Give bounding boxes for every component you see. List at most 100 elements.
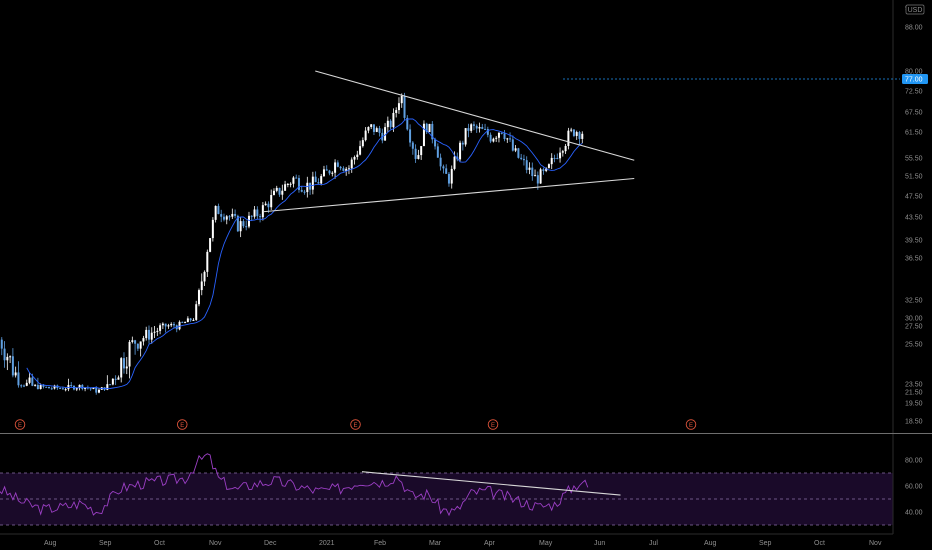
candle-body bbox=[9, 356, 12, 358]
price-tick-label: 47.50 bbox=[905, 194, 923, 201]
candle-body bbox=[31, 377, 34, 386]
currency-label[interactable]: USD bbox=[905, 4, 925, 15]
candle-body bbox=[486, 128, 489, 135]
candle-body bbox=[564, 145, 567, 152]
candle-body bbox=[556, 157, 559, 159]
candle-body bbox=[409, 129, 412, 143]
rsi-line bbox=[0, 453, 589, 517]
candle-body bbox=[531, 167, 534, 177]
candle-body bbox=[284, 184, 287, 191]
price-tick-label: 21.50 bbox=[905, 390, 923, 397]
candle-body bbox=[378, 128, 381, 133]
price-tick-label: 25.50 bbox=[905, 342, 923, 349]
candle-body bbox=[395, 110, 398, 113]
candle-body bbox=[403, 96, 406, 118]
candle-body bbox=[47, 386, 50, 389]
candle-body bbox=[36, 384, 39, 390]
candle-body bbox=[350, 159, 353, 169]
candle-body bbox=[11, 356, 14, 376]
candle-body bbox=[331, 172, 334, 174]
trendline bbox=[262, 177, 635, 213]
candle-body bbox=[225, 216, 228, 220]
candle-body bbox=[386, 120, 389, 128]
candle-body bbox=[517, 148, 520, 158]
candle-body bbox=[492, 138, 495, 142]
time-tick-label: Aug bbox=[704, 540, 717, 547]
candle-body bbox=[520, 157, 523, 159]
last-price-badge bbox=[902, 74, 928, 84]
candle-body bbox=[417, 155, 420, 159]
price-tick-label: 23.50 bbox=[905, 382, 923, 389]
candle-body bbox=[186, 318, 189, 323]
price-axis[interactable]: 96.0088.0080.0072.5067.5061.5055.5051.50… bbox=[905, 6, 923, 426]
candle-body bbox=[61, 388, 64, 390]
candle-body bbox=[561, 151, 564, 153]
time-tick-label: Mar bbox=[429, 540, 442, 547]
candle-body bbox=[328, 170, 331, 174]
candle-body bbox=[314, 176, 317, 183]
candle-body bbox=[253, 209, 256, 217]
candle-body bbox=[392, 112, 395, 128]
candle-body bbox=[322, 169, 325, 177]
candle-body bbox=[500, 132, 503, 134]
trendline bbox=[315, 70, 635, 161]
candle-body bbox=[447, 173, 450, 184]
candle-body bbox=[320, 176, 323, 184]
candle-body bbox=[56, 385, 59, 389]
price-tick-label: 27.50 bbox=[905, 324, 923, 331]
candle-body bbox=[231, 213, 234, 217]
time-tick-label: Nov bbox=[869, 540, 882, 547]
candle-body bbox=[203, 271, 206, 282]
time-tick-label: Apr bbox=[484, 540, 496, 547]
candle-body bbox=[384, 127, 387, 141]
earnings-badge bbox=[176, 419, 188, 430]
candle-body bbox=[270, 194, 273, 208]
candle-body bbox=[550, 157, 553, 165]
candle-body bbox=[303, 191, 306, 193]
price-tick-label: 19.50 bbox=[905, 401, 923, 408]
candle-body bbox=[400, 96, 403, 104]
candle-body bbox=[84, 387, 87, 389]
candle-body bbox=[111, 378, 114, 385]
candle-body bbox=[92, 387, 95, 390]
candle-body bbox=[567, 130, 570, 146]
candle-body bbox=[197, 290, 200, 305]
price-tick-label: 36.50 bbox=[905, 256, 923, 263]
price-tick-label: 80.00 bbox=[905, 69, 923, 76]
earnings-label: E bbox=[689, 423, 693, 429]
candle-body bbox=[281, 190, 284, 195]
candle-body bbox=[339, 166, 342, 169]
candle-body bbox=[267, 203, 270, 208]
candle-body bbox=[125, 366, 128, 369]
price-tick-label: 18.50 bbox=[905, 419, 923, 426]
earnings-label: E bbox=[353, 423, 357, 429]
candle-body bbox=[161, 323, 164, 326]
candle-body bbox=[250, 215, 253, 217]
candle-body bbox=[170, 323, 173, 326]
candle-body bbox=[136, 343, 139, 349]
candle-body bbox=[534, 175, 537, 177]
time-axis[interactable]: Aug Sep Oct Nov Dec 2021 Feb Mar Apr May Jun Jul Aug… bbox=[44, 540, 882, 547]
candle-body bbox=[292, 177, 295, 184]
drawings bbox=[262, 70, 635, 213]
last-price-marker: 77.00 bbox=[563, 74, 928, 84]
time-tick-label: Nov bbox=[209, 540, 222, 547]
candle-body bbox=[0, 339, 3, 349]
candle-body bbox=[39, 384, 42, 390]
candle-body bbox=[22, 385, 25, 387]
candle-body bbox=[311, 176, 314, 190]
earnings-badge bbox=[14, 419, 26, 430]
candle-body bbox=[234, 213, 237, 216]
candle-body bbox=[428, 123, 431, 133]
candle-body bbox=[34, 384, 37, 386]
candle-body bbox=[464, 128, 467, 145]
candle-body bbox=[478, 127, 481, 129]
candle-body bbox=[511, 139, 514, 151]
candle-body bbox=[6, 356, 9, 361]
price-tick-label: 32.50 bbox=[905, 298, 923, 305]
candle-body bbox=[559, 152, 562, 159]
candle-body bbox=[278, 187, 281, 195]
candle-body bbox=[359, 146, 362, 155]
